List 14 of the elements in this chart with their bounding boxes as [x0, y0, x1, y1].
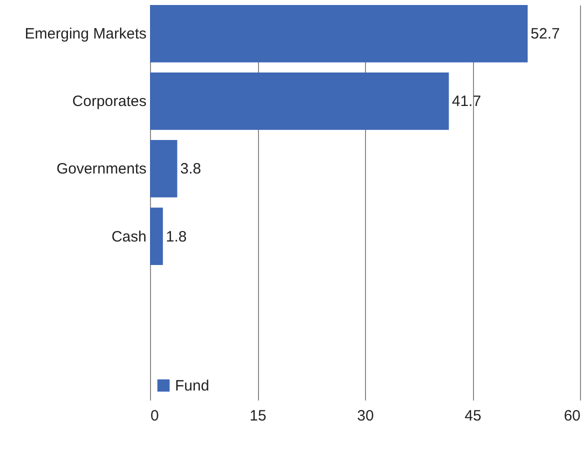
data-label: 41.7	[452, 93, 482, 110]
data-label: 3.8	[180, 160, 202, 178]
y-tick-label: Emerging Markets	[24, 26, 146, 43]
x-tick-label: 60	[564, 408, 580, 424]
y-tick-label: Cash	[111, 228, 146, 246]
y-tick-label: Corporates	[72, 93, 146, 110]
y-tick-label: Governments	[56, 160, 146, 178]
x-tick-label: 45	[464, 408, 482, 424]
x-tick-label: 30	[357, 408, 374, 424]
data-label: 1.8	[166, 228, 187, 246]
x-tick-label: 0	[150, 408, 159, 424]
x-tick-label: 15	[250, 408, 266, 424]
legend-label: Fund	[175, 378, 210, 394]
data-label: 52.7	[530, 26, 560, 43]
